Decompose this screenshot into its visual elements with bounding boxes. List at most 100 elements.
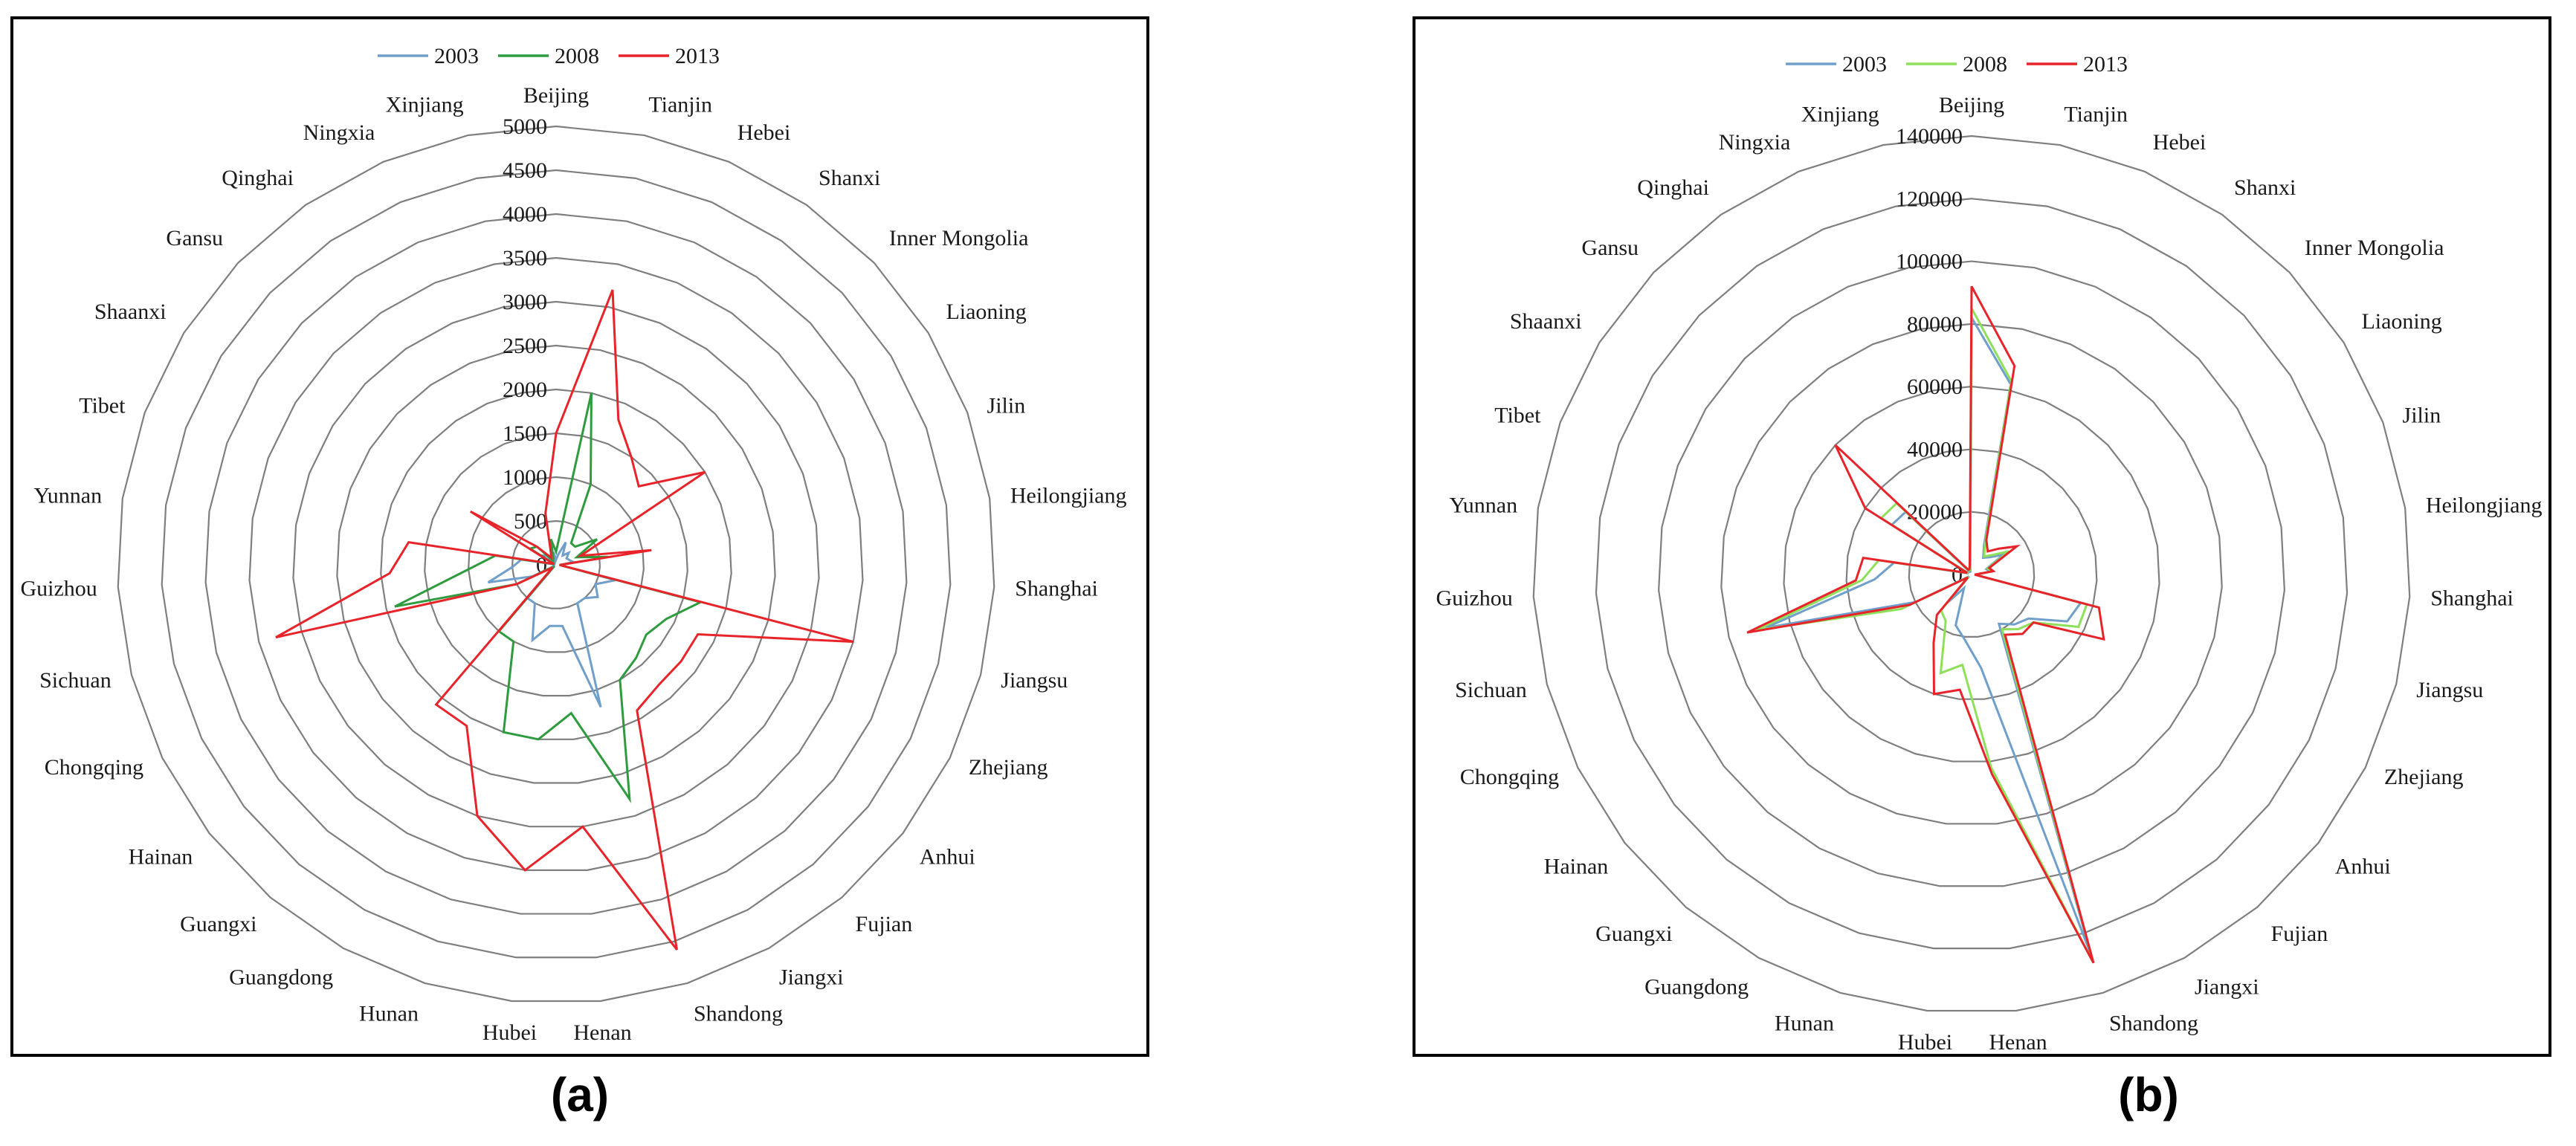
category-label: Jiangxi — [2195, 974, 2259, 999]
category-label: Shanghai — [2430, 586, 2514, 610]
category-label: Yunnan — [33, 483, 102, 508]
category-label: Shaanxi — [1510, 309, 1582, 334]
category-label: Zhejiang — [969, 755, 1048, 780]
radar-grid — [117, 125, 995, 1003]
grid-ring-500 — [511, 519, 601, 609]
category-label: Qinghai — [1637, 175, 1709, 200]
tick-label: 60000 — [1907, 375, 1963, 399]
grid-ring-140000 — [1532, 135, 2411, 1012]
grid-ring-20000 — [1908, 511, 2036, 638]
category-label: Shaanxi — [94, 300, 167, 324]
tick-label: 120000 — [1896, 187, 1963, 211]
series-line-2008 — [1755, 308, 2095, 964]
series-line-2008 — [394, 392, 704, 803]
category-label: Tianjin — [2064, 103, 2128, 127]
category-label: Shanxi — [2234, 175, 2296, 200]
category-label: Jiangsu — [1001, 668, 1068, 693]
series-line-2013 — [1746, 285, 2105, 964]
category-label: Sichuan — [39, 668, 112, 693]
grid-ring-5000 — [117, 125, 995, 1003]
category-label: Fujian — [856, 912, 913, 936]
category-label: Chongqing — [1460, 765, 1559, 789]
category-label: Jiangxi — [779, 965, 844, 989]
legend-label-2003: 2003 — [1842, 52, 1887, 77]
legend-label-2008: 2008 — [555, 44, 599, 68]
category-label: Hebei — [737, 120, 791, 145]
legend-label-2008: 2008 — [1963, 52, 2007, 77]
category-label: Gansu — [1581, 236, 1639, 260]
category-labels: Beijing Tianjin Hebei Shanxi Inner Mongolia L… — [1436, 93, 2542, 1055]
radar-chart-a: 0500100015002000250030003500400045005000… — [20, 44, 1126, 1045]
category-label: Ningxia — [303, 120, 375, 145]
category-label: Shanxi — [819, 166, 880, 190]
category-label: Xinjiang — [386, 93, 464, 117]
panel-b: 0 20000 40000 60000 80000 100000 120000 140000 B… — [1288, 0, 2576, 1146]
category-label: Anhui — [2335, 854, 2391, 878]
category-label: Guangdong — [1644, 974, 1749, 999]
legend: 2003 2008 2013 — [1786, 52, 2128, 77]
category-label: Hainan — [1544, 854, 1609, 878]
legend-label-2013: 2013 — [675, 44, 720, 68]
series-line-2013 — [275, 289, 854, 951]
grid-ring-2500 — [336, 344, 776, 784]
category-label: Hunan — [359, 1002, 419, 1026]
tick-label: 1500 — [503, 421, 547, 446]
category-label: Yunnan — [1449, 493, 1517, 517]
tick-label: 2000 — [503, 378, 547, 402]
chart-frame-a — [10, 16, 1149, 1057]
radar-chart-b: 020000400006000080000100000120000140000B… — [1436, 52, 2542, 1055]
category-label: Guizhou — [1436, 586, 1512, 610]
category-label: Gansu — [166, 226, 223, 250]
panel-label-a: (a) — [550, 1068, 610, 1121]
tick-label: 4000 — [503, 202, 547, 227]
chart-frame-b — [1413, 16, 2551, 1057]
category-label: Beijing — [523, 83, 589, 108]
category-label: Jiangsu — [2416, 678, 2483, 702]
category-labels: Beijing Tianjin Hebei Shanxi Inner Mongolia L… — [20, 83, 1126, 1045]
radar-grid — [1532, 135, 2411, 1012]
category-label: Qinghai — [222, 166, 294, 190]
category-label: Heilongjiang — [2426, 493, 2543, 517]
category-label: Hubei — [1898, 1030, 1952, 1055]
category-label: Ningxia — [1719, 130, 1791, 155]
category-label: Shanghai — [1015, 576, 1098, 600]
grid-ring-2000 — [380, 388, 732, 740]
tick-label: 2500 — [503, 334, 547, 358]
tick-label: 80000 — [1907, 312, 1963, 337]
category-label: Shandong — [694, 1002, 783, 1026]
tick-label: 500 — [514, 509, 547, 534]
category-label: Jilin — [987, 393, 1026, 418]
category-label: Liaoning — [946, 300, 1026, 324]
tick-label: 4500 — [503, 158, 547, 183]
legend-label-2003: 2003 — [434, 44, 479, 68]
tick-label: 1000 — [503, 465, 547, 490]
category-label: Tibet — [1494, 403, 1541, 427]
tick-label: 100000 — [1896, 250, 1963, 274]
category-label: Fujian — [2271, 922, 2328, 946]
grid-ring-100000 — [1658, 260, 2285, 887]
grid-ring-3000 — [292, 300, 820, 828]
grid-ring-1500 — [424, 432, 688, 697]
grid-ring-120000 — [1595, 198, 2349, 950]
panel-label-b: (b) — [2118, 1068, 2179, 1121]
category-label: Anhui — [920, 844, 975, 869]
category-label: Liaoning — [2361, 309, 2441, 334]
category-label: Henan — [1989, 1030, 2047, 1055]
grid-ring-60000 — [1783, 386, 2160, 763]
grid-ring-80000 — [1720, 323, 2223, 825]
category-label: Guangxi — [1595, 922, 1672, 946]
category-label: Henan — [573, 1020, 631, 1045]
category-label: Shandong — [2109, 1011, 2198, 1036]
category-label: Hainan — [129, 844, 193, 869]
grid-ring-4000 — [204, 213, 908, 915]
category-label: Guangdong — [229, 965, 333, 989]
category-label: Xinjiang — [1801, 103, 1879, 127]
tick-label: 3500 — [503, 246, 547, 271]
category-label: Guizhou — [20, 576, 97, 600]
category-label: Guangxi — [180, 912, 256, 936]
tick-label: 3000 — [503, 290, 547, 314]
legend: 2003 2008 2013 — [378, 44, 720, 68]
category-label: Chongqing — [45, 755, 143, 780]
